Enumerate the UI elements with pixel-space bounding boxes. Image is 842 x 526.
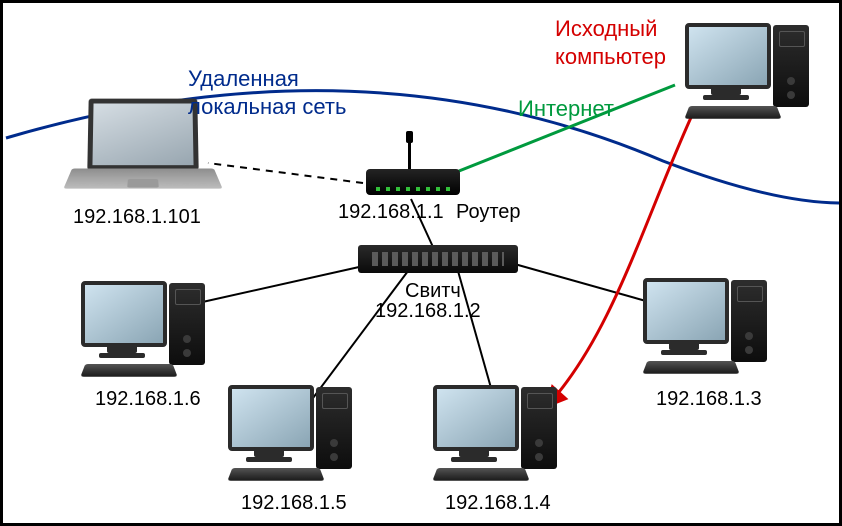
pc4-ip: 192.168.1.4 (445, 491, 551, 516)
edge-router-laptop (208, 163, 363, 183)
pc3-ip: 192.168.1.3 (656, 387, 762, 412)
pc6-node (81, 281, 221, 381)
switch-node (358, 245, 518, 273)
router-node (358, 133, 468, 203)
edge-switch-pc3 (511, 263, 653, 303)
router-label: Роутер (456, 200, 521, 225)
pc5-node (228, 385, 368, 485)
edge-switch-pc5 (313, 271, 408, 398)
source-pc-label: Исходный компьютер (555, 15, 666, 70)
laptop-ip: 192.168.1.101 (73, 205, 201, 230)
remote-network-label: Удаленная локальная сеть (188, 65, 346, 120)
switch-ip: 192.168.1.2 (375, 299, 481, 324)
pc5-ip: 192.168.1.5 (241, 491, 347, 516)
internet-label: Интернет (518, 95, 614, 123)
pc3-node (643, 278, 783, 378)
pc6-ip: 192.168.1.6 (95, 387, 201, 412)
edge-switch-pc6 (198, 265, 368, 303)
router-ip: 192.168.1.1 (338, 200, 444, 225)
edge-switch-pc4 (458, 271, 493, 395)
source-pc-node (685, 23, 825, 123)
pc4-node (433, 385, 573, 485)
